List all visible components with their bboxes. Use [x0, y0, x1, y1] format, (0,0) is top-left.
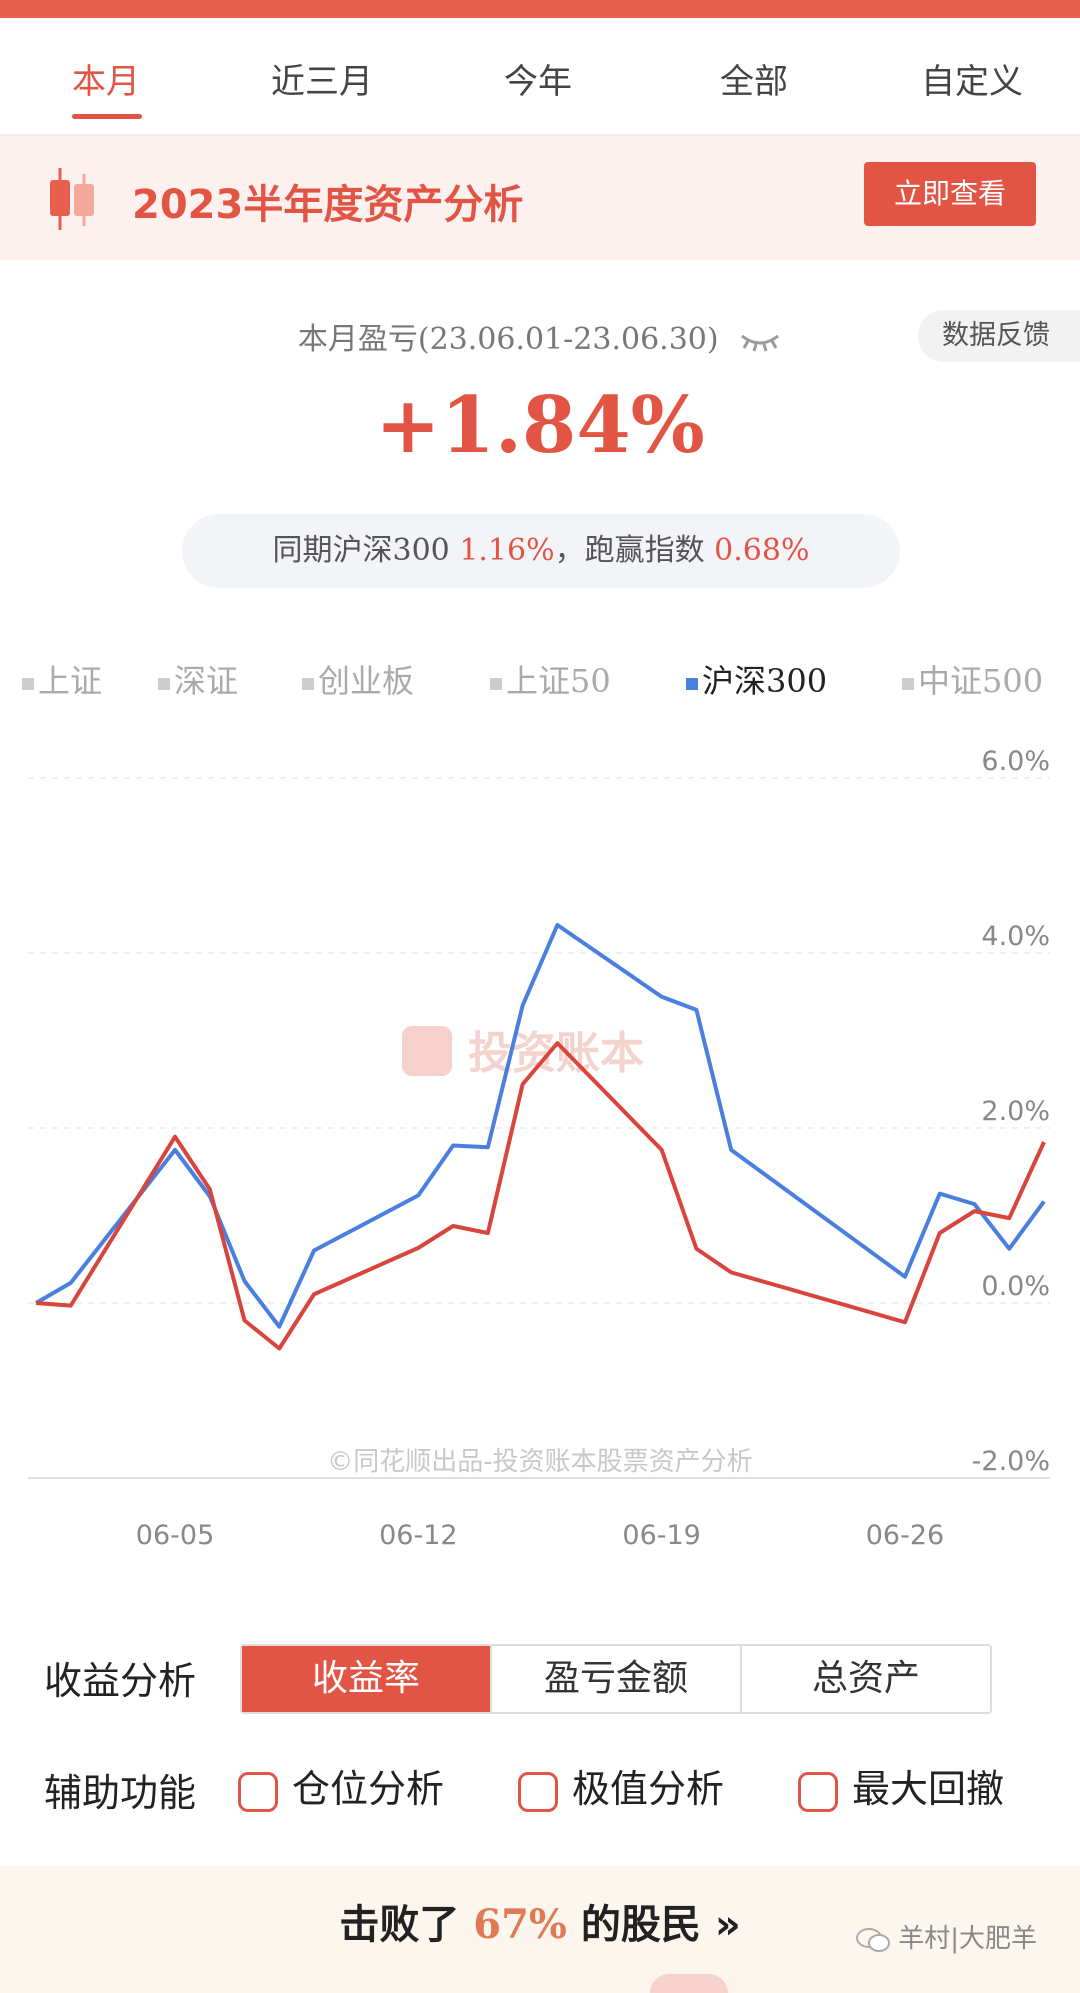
checkbox-label: 最大回撤 — [852, 1767, 1005, 1811]
x-tick-label: 06-19 — [622, 1520, 700, 1551]
extreme-analysis-checkbox[interactable]: 极值分析 — [518, 1758, 724, 1813]
y-tick-label: 2.0% — [981, 1096, 1050, 1127]
y-tick-label: -2.0% — [972, 1446, 1050, 1477]
analysis-mode-selector: 收益率 盈亏金额 总资产 — [240, 1644, 992, 1714]
portfolio-series-line — [35, 1041, 1046, 1351]
beat-prefix: 击败了 — [339, 1902, 460, 1948]
legend-csi500[interactable]: 中证500 — [902, 656, 1043, 702]
top-accent-bar — [0, 0, 1080, 18]
banner-title: 2023半年度资产分析 — [132, 182, 524, 228]
y-tick-label: 4.0% — [981, 921, 1050, 952]
aux-label: 辅助功能 — [44, 1771, 197, 1815]
tab-this-month[interactable]: 本月 — [72, 62, 140, 102]
beat-percent: 67% — [473, 1901, 567, 1948]
period-label: 本月盈亏(23.06.01-23.06.30) — [0, 314, 1080, 358]
benchmark-return: 1.16% — [459, 533, 555, 568]
checkbox-label: 仓位分析 — [292, 1767, 445, 1811]
legend-shanghai[interactable]: 上证 — [22, 656, 102, 702]
x-tick-label: 06-26 — [866, 1520, 944, 1551]
data-feedback-button[interactable]: 数据反馈 — [918, 310, 1080, 362]
legend-swatch — [158, 677, 170, 690]
analysis-label: 收益分析 — [44, 1659, 197, 1703]
candlestick-icon — [50, 168, 94, 230]
legend-label: 深证 — [174, 662, 239, 700]
position-analysis-checkbox[interactable]: 仓位分析 — [238, 1758, 444, 1813]
compare-mid: ，跑赢指数 — [554, 533, 705, 568]
max-drawdown-checkbox[interactable]: 最大回撤 — [798, 1758, 1004, 1813]
y-tick-label: 0.0% — [981, 1271, 1050, 1302]
period-tabs: 本月 近三月 今年 全部 自定义 — [0, 18, 1080, 136]
view-now-button[interactable]: 立即查看 — [864, 162, 1036, 226]
monthly-pnl-value: +1.84% — [375, 380, 705, 471]
beat-text: 击败了 67% 的股民 » — [0, 1892, 1080, 1950]
legend-label: 中证500 — [918, 662, 1044, 700]
legend-shenzhen[interactable]: 深证 — [158, 656, 238, 702]
active-tab-indicator — [72, 114, 142, 119]
returns-line-chart[interactable]: 投资账本 6.0% 4.0% 2.0% 0.0% -2.0% 06-05 06-12 06-… — [0, 740, 1080, 1560]
mode-return-rate[interactable]: 收益率 — [242, 1646, 492, 1712]
legend-label: 上证50 — [506, 662, 611, 700]
legend-sse50[interactable]: 上证50 — [490, 656, 611, 702]
chart-credit: ©同花顺出品-投资账本股票资产分析 — [327, 1447, 752, 1477]
beat-suffix: 的股民 — [580, 1902, 701, 1948]
legend-label: 创业板 — [318, 662, 415, 700]
legend-swatch — [902, 677, 914, 690]
beat-investors-bar[interactable]: 击败了 67% 的股民 » 羊村|大肥羊 — [0, 1866, 1080, 1993]
mode-pnl-amount[interactable]: 盈亏金额 — [492, 1646, 742, 1712]
legend-chinext[interactable]: 创业板 — [302, 656, 414, 702]
benchmark-compare: 同期沪深300 1.16%，跑赢指数 0.68% — [182, 514, 900, 588]
chevron-right-icon: » — [714, 1902, 741, 1948]
legend-swatch — [686, 677, 698, 690]
legend-swatch — [22, 677, 34, 690]
checkbox[interactable] — [798, 1771, 838, 1812]
legend-swatch — [490, 677, 502, 690]
legend-csi300[interactable]: 沪深300 — [686, 656, 827, 702]
checkbox[interactable] — [518, 1771, 558, 1812]
tab-all[interactable]: 全部 — [720, 62, 788, 102]
chart-watermark: 投资账本 — [402, 1026, 644, 1079]
tab-custom[interactable]: 自定义 — [921, 62, 1023, 102]
tab-this-year[interactable]: 今年 — [504, 62, 572, 102]
mode-total-assets[interactable]: 总资产 — [811, 1658, 920, 1699]
outperform-value: 0.68% — [714, 533, 810, 568]
compare-prefix: 同期沪深300 — [272, 533, 450, 568]
watermark-text: 投资账本 — [468, 1028, 644, 1079]
index-legend: 上证 深证 创业板 上证50 沪深300 中证500 — [0, 656, 1080, 706]
wechat-icon — [856, 1927, 890, 1952]
legend-label: 上证 — [38, 662, 103, 700]
checkbox[interactable] — [238, 1771, 278, 1812]
x-tick-label: 06-12 — [379, 1520, 457, 1551]
legend-label: 沪深300 — [702, 662, 828, 700]
account-watermark: 羊村|大肥羊 — [856, 1918, 1037, 1955]
y-tick-label: 6.0% — [981, 746, 1050, 777]
index-series-line — [34, 923, 1046, 1329]
watermark-account-name: 羊村|大肥羊 — [898, 1924, 1038, 1954]
legend-swatch — [302, 677, 314, 690]
checkbox-label: 极值分析 — [572, 1767, 725, 1811]
promo-banner[interactable]: 2023半年度资产分析 立即查看 — [0, 136, 1080, 260]
tab-three-months[interactable]: 近三月 — [271, 62, 373, 102]
period-label-text: 本月盈亏(23.06.01-23.06.30) — [297, 322, 719, 357]
bottom-tab-hint[interactable] — [650, 1974, 728, 1993]
eye-hide-icon[interactable] — [738, 328, 782, 354]
x-tick-label: 06-05 — [136, 1520, 214, 1551]
